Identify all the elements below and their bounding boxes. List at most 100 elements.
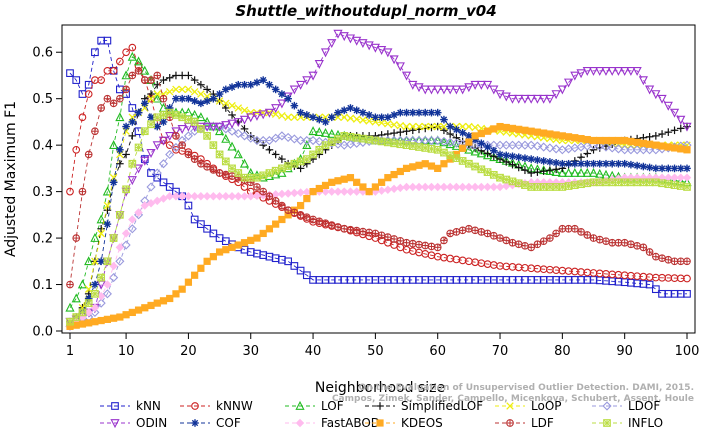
point-kdeos [265, 225, 274, 233]
point-odin [539, 94, 549, 104]
point-inflo [209, 141, 218, 150]
point-inflo [309, 150, 317, 159]
point-loop [402, 122, 411, 131]
point-ldof [545, 143, 555, 153]
point-ldof [146, 182, 156, 192]
point-lof [551, 166, 561, 176]
point-ldf [346, 225, 355, 234]
point-kdeos [122, 311, 130, 319]
point-fastabod [452, 182, 461, 192]
point-ldf [645, 248, 654, 256]
point-fastabod [146, 199, 156, 208]
point-inflo [465, 159, 473, 168]
point-simplifiedlof [527, 169, 535, 177]
point-odin [495, 90, 505, 100]
point-ldf [570, 224, 579, 233]
point-inflo [546, 183, 554, 191]
point-ldof [439, 136, 449, 147]
point-knn [91, 48, 99, 57]
point-inflo [570, 181, 579, 189]
point-knn [197, 220, 205, 228]
point-kdeos [677, 145, 685, 153]
point-knnw [97, 76, 106, 84]
point-kdeos [546, 130, 554, 138]
point-knnw [72, 145, 81, 154]
point-simplifiedlof [645, 132, 654, 141]
credit-line-2: On the Evaluation of Unsupervised Outlie… [359, 383, 694, 393]
point-kdeos [608, 136, 616, 145]
point-cof [234, 80, 243, 89]
point-loop [284, 113, 292, 122]
point-odin [607, 66, 617, 76]
point-odin [364, 41, 374, 51]
point-inflo [334, 135, 342, 143]
point-kdeos [116, 313, 124, 321]
point-loop [340, 113, 348, 122]
point-kdeos [415, 161, 423, 169]
point-cof [259, 76, 268, 84]
point-lof [102, 186, 112, 196]
point-simplifiedlof [222, 104, 230, 112]
point-ldf [614, 238, 623, 247]
point-cof [496, 150, 504, 159]
point-inflo [190, 118, 199, 126]
point-loop [365, 117, 373, 125]
point-inflo [122, 185, 130, 194]
point-ldf [371, 229, 380, 238]
point-cof [502, 151, 511, 160]
point-odin [532, 94, 543, 104]
point-odin [295, 80, 306, 90]
point-ldf [327, 221, 336, 229]
point-fastabod [184, 192, 193, 201]
point-kdeos [72, 321, 80, 329]
point-odin [458, 85, 468, 95]
point-inflo [614, 178, 623, 187]
point-loop [97, 229, 105, 238]
point-loop [190, 87, 199, 96]
point-inflo [433, 145, 442, 154]
point-simplifiedlof [502, 158, 511, 166]
point-odin [389, 55, 399, 65]
point-lof [71, 293, 81, 303]
point-cof [477, 139, 486, 148]
point-ldf [496, 234, 504, 242]
point-ldf [203, 162, 211, 171]
point-loop [197, 90, 205, 98]
y-tick-label: 0.2 [32, 232, 53, 247]
point-loop [153, 90, 162, 98]
point-ldof [426, 135, 437, 146]
point-loop [384, 120, 392, 128]
point-kdeos [78, 320, 87, 328]
point-lof [570, 167, 580, 177]
chart-title: Shuttle_withoutdupl_norm_v04 [235, 2, 496, 20]
point-inflo [502, 175, 511, 184]
point-odin [526, 94, 536, 104]
point-inflo [178, 113, 187, 122]
point-ldf [321, 219, 330, 228]
point-cof [184, 94, 193, 103]
point-fastabod [676, 173, 685, 182]
point-cof [639, 162, 648, 171]
point-inflo [359, 134, 367, 143]
point-odin [426, 85, 437, 95]
point-loop [246, 108, 255, 117]
legend-label-kdeos: KDEOS [401, 416, 443, 430]
point-ldof [632, 145, 642, 155]
point-kdeos [396, 167, 404, 176]
point-ldf [651, 252, 660, 261]
legend-marker-lof [295, 400, 305, 410]
point-kdeos [589, 136, 598, 145]
point-fastabod [408, 182, 418, 192]
point-inflo [514, 179, 523, 188]
point-ldf [184, 150, 193, 159]
point-fastabod [159, 194, 168, 203]
point-cof [539, 157, 548, 165]
point-ldf [527, 243, 536, 252]
point-kdeos [508, 124, 517, 133]
point-inflo [602, 178, 610, 187]
point-cof [271, 85, 280, 94]
point-loop [84, 285, 93, 293]
point-cof [508, 152, 517, 161]
point-cof [197, 99, 205, 108]
legend-marker-ldof [602, 401, 612, 411]
